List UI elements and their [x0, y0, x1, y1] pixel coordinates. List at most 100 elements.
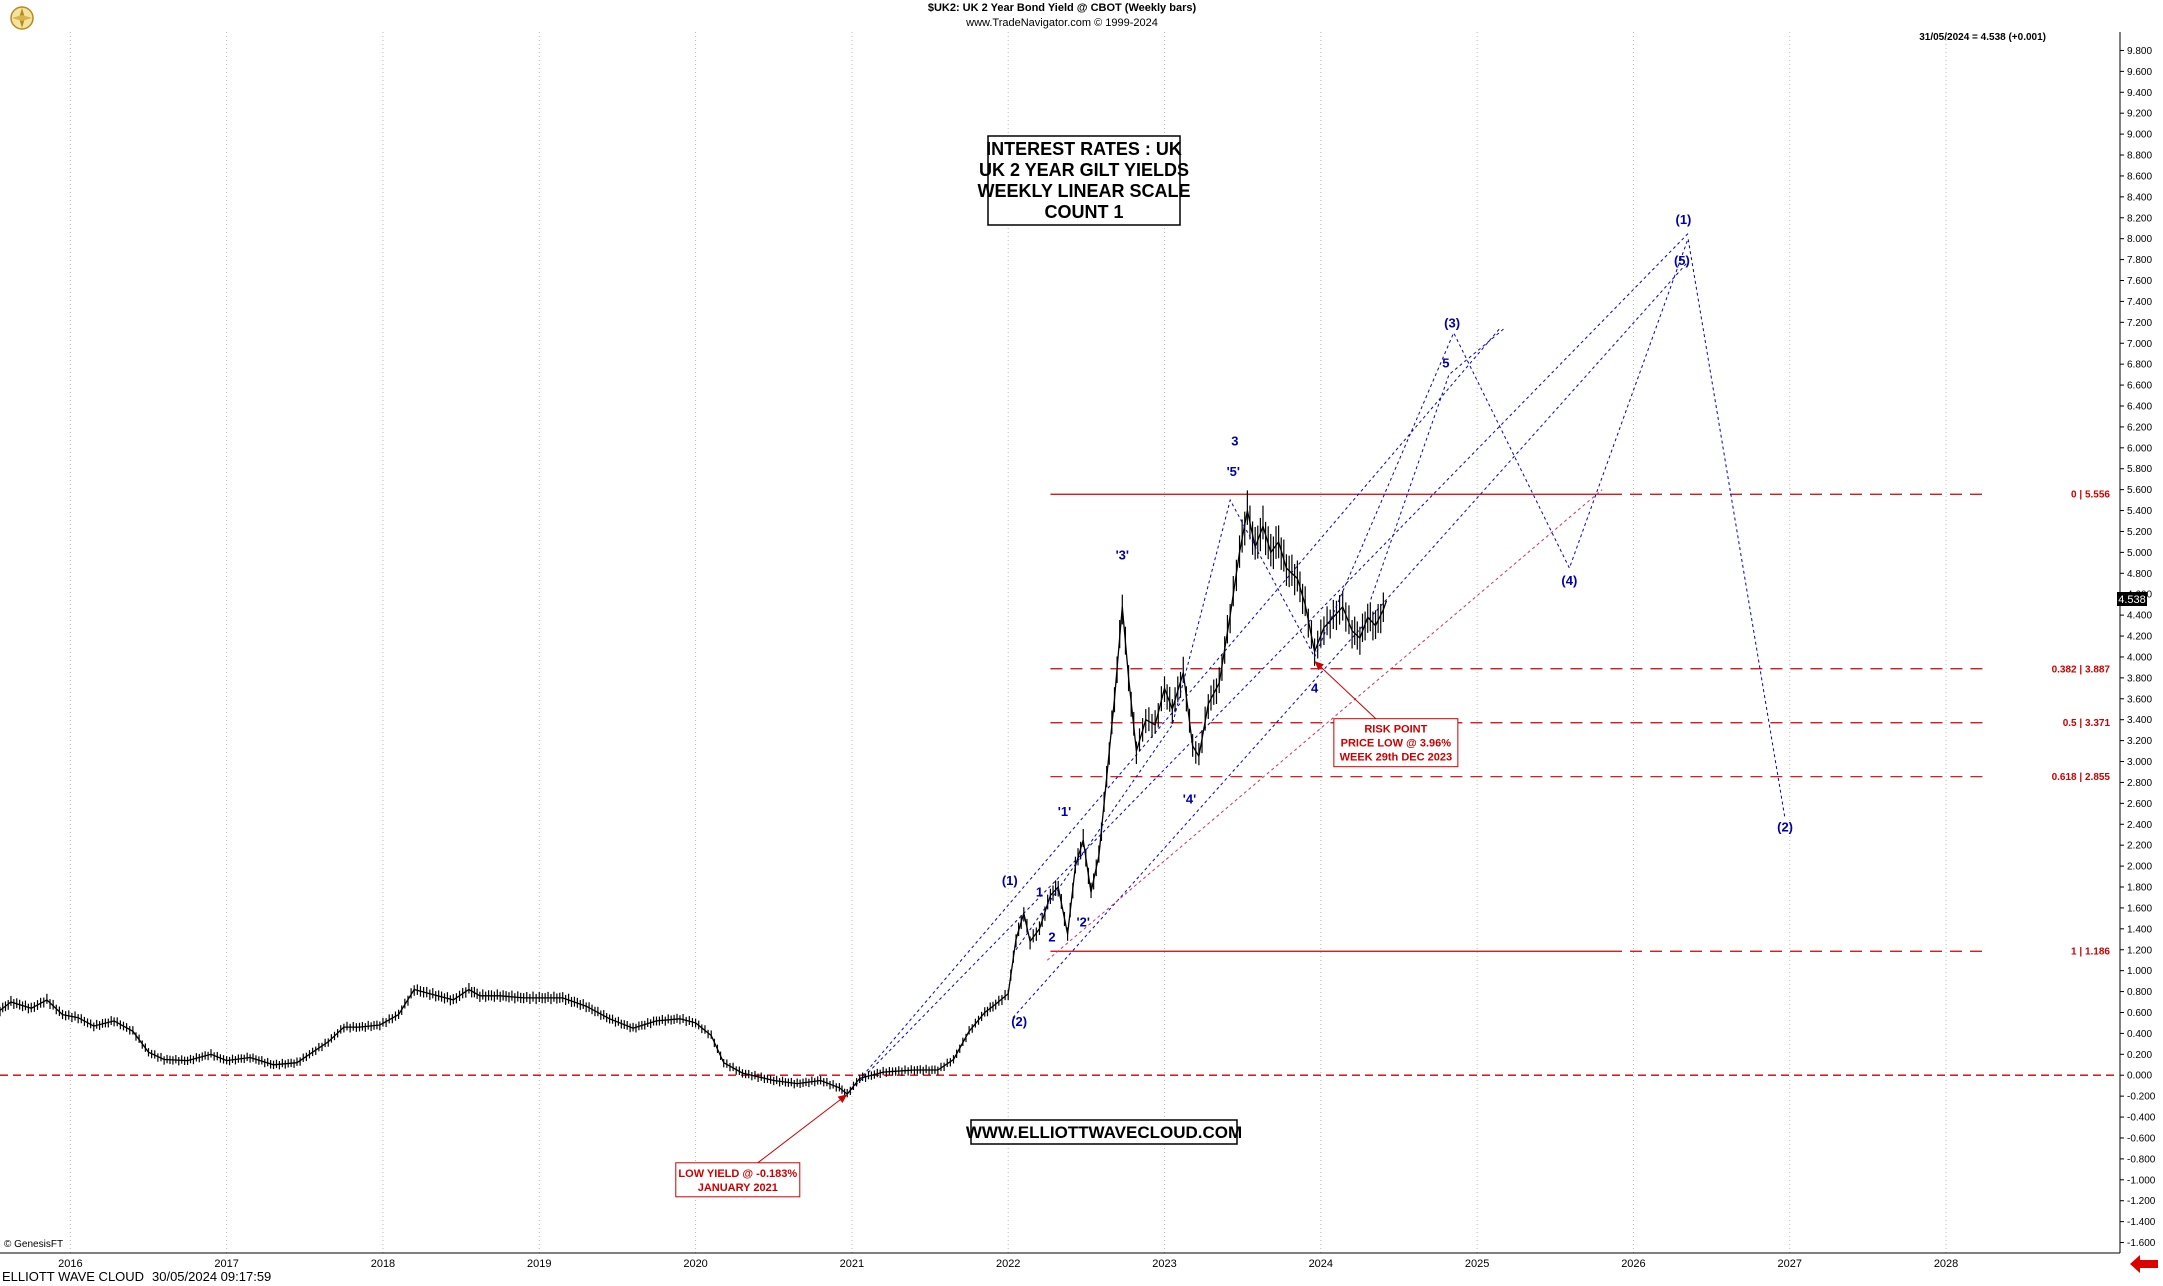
y-tick-label: 6.000 — [2127, 443, 2152, 454]
fib-label: 0.5 | 3.371 — [2063, 718, 2111, 729]
annotation-text: RISK POINT — [1364, 724, 1427, 736]
title-box-line-1: INTEREST RATES : UK — [986, 139, 1182, 159]
fib-label: 0 | 5.556 — [2071, 490, 2110, 501]
wave-label: (1) — [1002, 873, 1018, 888]
copyright-label: © GenesisFT — [4, 1239, 63, 1250]
y-tick-label: 3.400 — [2127, 715, 2152, 726]
y-tick-label: -1.600 — [2127, 1238, 2156, 1249]
wave-label: 3 — [1231, 434, 1238, 449]
website-box-frame — [970, 1119, 1238, 1145]
y-tick-label: 0.800 — [2127, 987, 2152, 998]
price-bars — [0, 490, 1388, 1098]
y-tick-label: 7.000 — [2127, 339, 2152, 350]
y-tick-label: 1.000 — [2127, 966, 2152, 977]
y-tick-label: 1.200 — [2127, 945, 2152, 956]
wave-label: (1) — [1676, 212, 1692, 227]
footer-brand: ELLIOTT WAVE CLOUD — [2, 1269, 144, 1284]
y-tick-label: 0.000 — [2127, 1071, 2152, 1082]
channel-line — [1012, 261, 1689, 1019]
fib-levels: 0 | 5.556 0.382 | 3.887 0.5 | 3.371 0.618 |… — [0, 490, 2118, 1076]
y-tick-label: 6.200 — [2127, 422, 2152, 433]
y-tick-label: 0.400 — [2127, 1029, 2152, 1040]
y-tick-label: 8.600 — [2127, 171, 2152, 182]
y-tick-label: 5.400 — [2127, 506, 2152, 517]
wave-label: 1 — [1036, 884, 1043, 899]
y-tick-label: 8.800 — [2127, 151, 2152, 162]
x-tick-label: 2017 — [214, 1258, 238, 1270]
y-tick-label: 3.800 — [2127, 673, 2152, 684]
fib-label: 0.618 | 2.855 — [2052, 772, 2111, 783]
x-tick-label: 2025 — [1465, 1258, 1489, 1270]
y-tick-label: -0.200 — [2127, 1092, 2156, 1103]
wave-label: 4 — [1311, 681, 1319, 696]
y-tick-label: 9.800 — [2127, 46, 2152, 57]
wave-label: '5' — [1227, 464, 1240, 479]
y-tick-label: -0.800 — [2127, 1154, 2156, 1165]
y-tick-label: 5.800 — [2127, 464, 2152, 475]
wave-label: 2 — [1048, 929, 1055, 944]
x-tick-label: 2020 — [683, 1258, 707, 1270]
y-tick-label: 4.200 — [2127, 632, 2152, 643]
annotations: RISK POINT PRICE LOW @ 3.96% WEEK 29th DEC… — [675, 660, 1459, 1198]
y-tick-label: 9.200 — [2127, 109, 2152, 120]
y-tick-label: 6.400 — [2127, 401, 2152, 412]
wave-label: (4) — [1561, 573, 1577, 588]
y-tick-label: 2.200 — [2127, 841, 2152, 852]
wave-label: '3' — [1116, 548, 1129, 563]
y-tick-label: 1.400 — [2127, 924, 2152, 935]
annotation-box — [675, 1162, 801, 1198]
y-tick-label: 0.200 — [2127, 1050, 2152, 1061]
y-tick-label: -1.200 — [2127, 1196, 2156, 1207]
y-tick-label: -1.000 — [2127, 1175, 2156, 1186]
title-box-frame — [987, 135, 1181, 226]
price-line — [0, 510, 1388, 1096]
wave-label: (2) — [1011, 1014, 1027, 1029]
annotation-arrow-line — [1314, 660, 1377, 720]
y-tick-label: 9.400 — [2127, 88, 2152, 99]
channel-line — [1046, 489, 1603, 961]
y-tick-label: 7.200 — [2127, 318, 2152, 329]
y-tick-label: -0.600 — [2127, 1133, 2156, 1144]
current-price-badge: 4.538 — [2118, 594, 2146, 606]
y-tick-label: 2.800 — [2127, 778, 2152, 789]
title-box-line-2: UK 2 YEAR GILT YIELDS — [979, 160, 1189, 180]
x-tick-label: 2027 — [1778, 1258, 1802, 1270]
y-tick-label: 2.600 — [2127, 799, 2152, 810]
annotation-arrow-line — [757, 1093, 848, 1164]
y-tick-label: 3.600 — [2127, 694, 2152, 705]
y-tick-label: 6.800 — [2127, 360, 2152, 371]
annotation-text: WEEK 29th DEC 2023 — [1340, 752, 1452, 764]
wave-labels: (1) (2) 1 2 '1' '2' '3' '4' '5' 3 4 5 (3) (4) (1) (5) (2… — [1002, 212, 1793, 1029]
x-tick-label: 2021 — [840, 1258, 864, 1270]
projection-path — [1370, 327, 1506, 600]
annotation-arrow-head — [1314, 661, 1324, 671]
wave-label: 5 — [1442, 355, 1449, 370]
channel-line — [846, 233, 1689, 1095]
y-tick-label: 2.000 — [2127, 862, 2152, 873]
y-tick-label: 8.400 — [2127, 192, 2152, 203]
y-tick-label: 9.000 — [2127, 130, 2152, 141]
y-tick-label: 0.600 — [2127, 1008, 2152, 1019]
annotation-text: JANUARY 2021 — [698, 1182, 778, 1194]
website-label: WWW.ELLIOTTWAVECLOUD.COM — [966, 1123, 1242, 1142]
y-tick-label: 8.000 — [2127, 234, 2152, 245]
fib-label: 1 | 1.186 — [2071, 947, 2110, 958]
y-tick-label: 6.600 — [2127, 381, 2152, 392]
y-tick-label: 4.400 — [2127, 611, 2152, 622]
fib-label: 0.382 | 3.887 — [2052, 664, 2111, 675]
left-arrow-icon[interactable] — [2130, 1255, 2158, 1273]
y-tick-label: 2.400 — [2127, 820, 2152, 831]
x-tick-label: 2019 — [527, 1258, 551, 1270]
x-tick-label: 2023 — [1152, 1258, 1176, 1270]
wave-label: (5) — [1674, 253, 1690, 268]
x-tick-label: 2022 — [996, 1258, 1020, 1270]
y-tick-label: 5.000 — [2127, 548, 2152, 559]
x-tick-label: 2028 — [1934, 1258, 1958, 1270]
y-tick-label: 1.800 — [2127, 883, 2152, 894]
x-tick-label: 2026 — [1621, 1258, 1645, 1270]
y-tick-label: 4.000 — [2127, 652, 2152, 663]
y-tick-label: 7.400 — [2127, 297, 2152, 308]
y-tick-label: 7.800 — [2127, 255, 2152, 266]
